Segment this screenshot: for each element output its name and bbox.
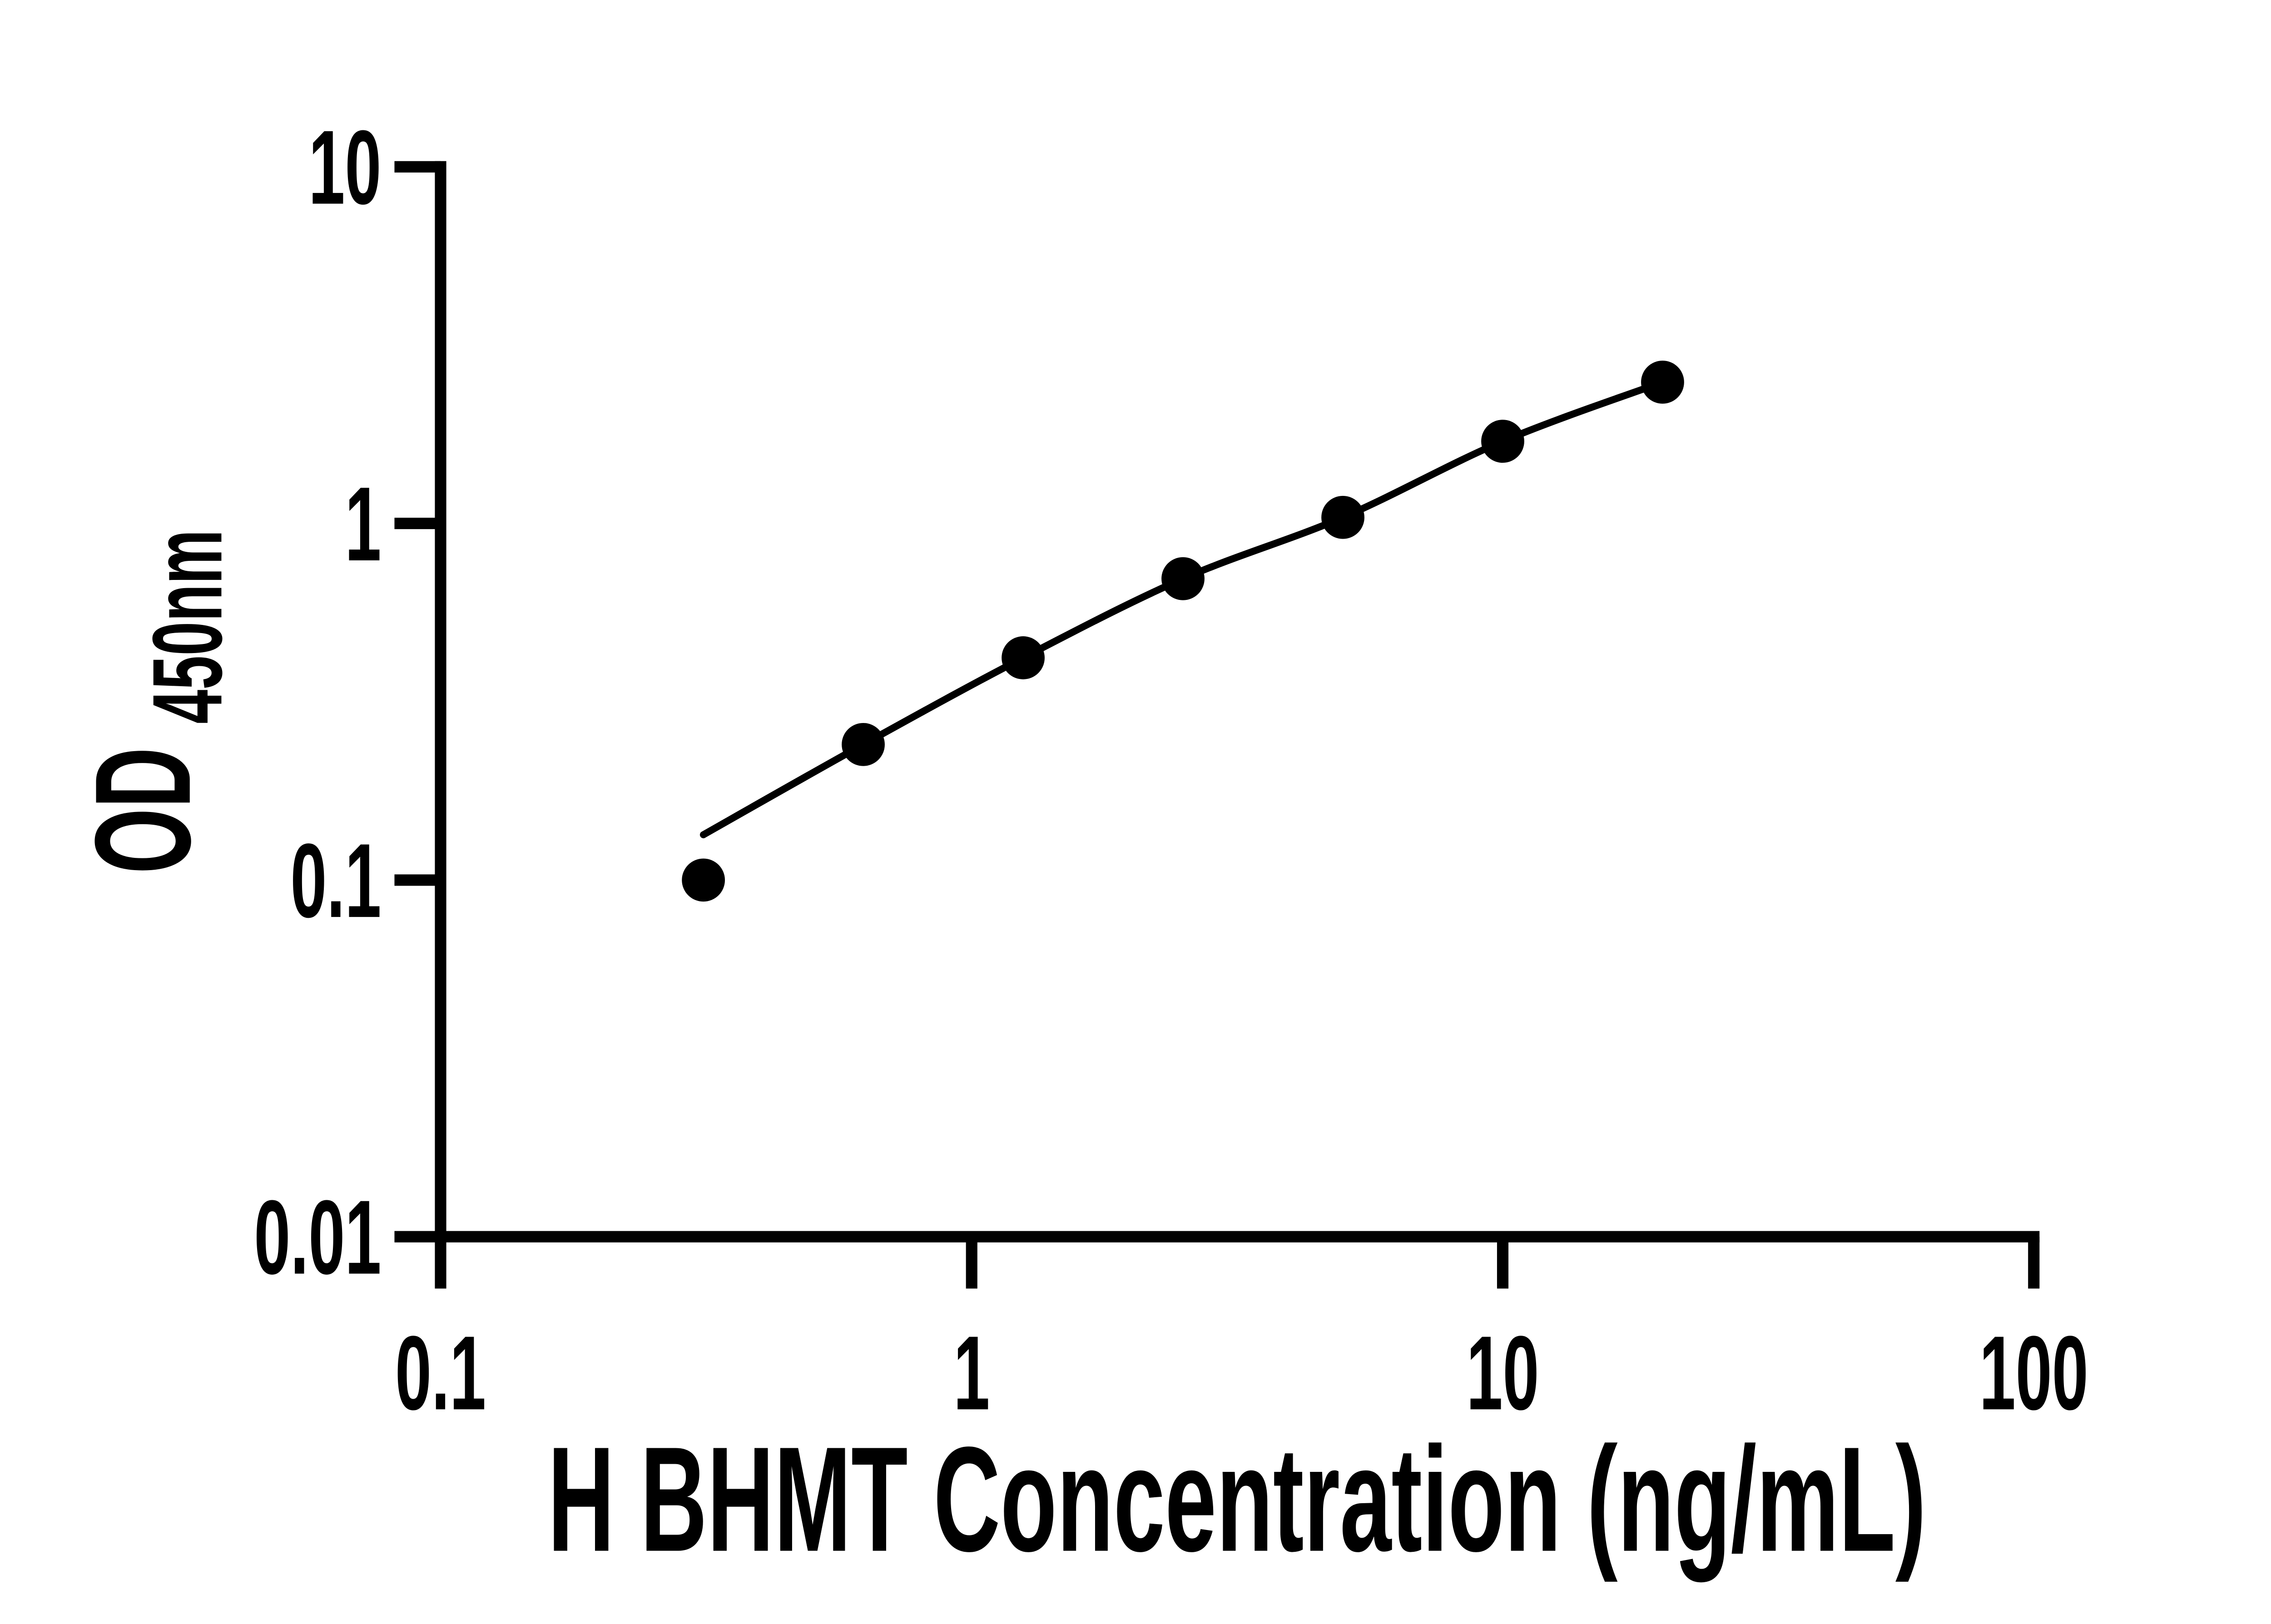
data-point-2 xyxy=(842,723,885,766)
y-tick-label: 0.01 xyxy=(254,1178,381,1296)
y-tick-label: 0.1 xyxy=(290,822,381,940)
data-point-7 xyxy=(1641,361,1684,404)
y-axis-ticks: 10 1 0.1 0.01 xyxy=(254,108,441,1296)
data-point-5 xyxy=(1321,495,1364,539)
data-point-6 xyxy=(1481,420,1524,463)
data-point-3 xyxy=(1002,636,1045,679)
y-tick-label: 1 xyxy=(345,465,381,583)
data-point-4 xyxy=(1161,557,1205,600)
y-axis-title: OD 450nm xyxy=(66,530,243,874)
x-tick-label: 0.1 xyxy=(395,1314,486,1432)
axes xyxy=(435,161,2040,1243)
x-tick-label: 100 xyxy=(1979,1314,2088,1432)
data-points-layer xyxy=(682,361,1684,902)
y-axis-title-main: OD xyxy=(66,747,218,874)
x-axis-title: H BHMT Concentration (ng/mL) xyxy=(548,1416,1926,1584)
data-point-1 xyxy=(682,858,725,902)
x-tick-label: 1 xyxy=(953,1314,990,1432)
y-axis-title-subscript: 450nm xyxy=(133,530,243,723)
x-axis-ticks: 0.1 1 10 100 xyxy=(395,1237,2088,1432)
y-tick-label: 10 xyxy=(308,108,381,226)
x-tick-label: 10 xyxy=(1466,1314,1539,1432)
